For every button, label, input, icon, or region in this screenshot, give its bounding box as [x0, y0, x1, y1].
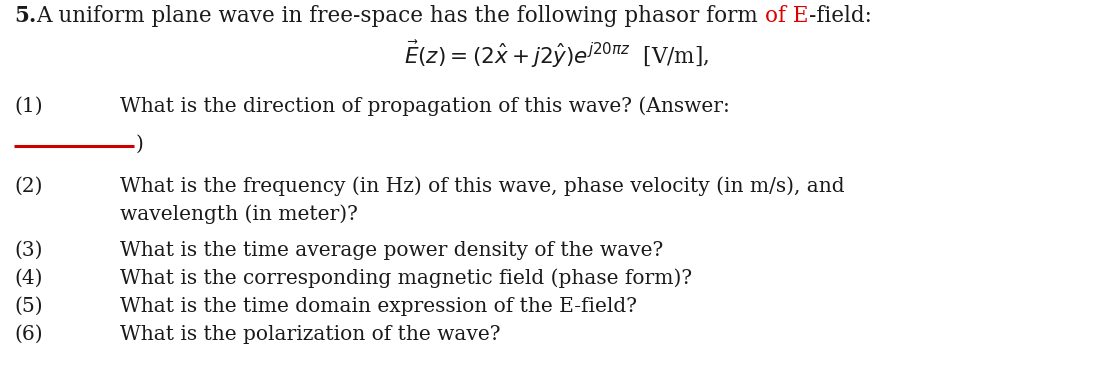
- Text: What is the direction of propagation of this wave? (Answer:: What is the direction of propagation of …: [120, 96, 730, 116]
- Text: -field:: -field:: [808, 5, 871, 27]
- Text: What is the time domain expression of the E-field?: What is the time domain expression of th…: [120, 297, 637, 316]
- Text: (1): (1): [14, 97, 42, 116]
- Text: (6): (6): [14, 325, 42, 344]
- Text: A uniform plane wave in free-space has the following phasor form: A uniform plane wave in free-space has t…: [37, 5, 765, 27]
- Text: 5.: 5.: [14, 5, 37, 27]
- Text: What is the corresponding magnetic field (phase form)?: What is the corresponding magnetic field…: [120, 268, 692, 288]
- Text: (2): (2): [14, 177, 42, 196]
- Text: What is the frequency (in Hz) of this wave, phase velocity (in m/s), and: What is the frequency (in Hz) of this wa…: [120, 176, 845, 196]
- Text: What is the polarization of the wave?: What is the polarization of the wave?: [120, 325, 501, 344]
- Text: (5): (5): [14, 297, 42, 316]
- Text: of E: of E: [765, 5, 808, 27]
- Text: $\vec{E}(z) = (2\hat{x} + j2\hat{y})e^{j20\pi z}$  [V/m],: $\vec{E}(z) = (2\hat{x} + j2\hat{y})e^{j…: [404, 39, 709, 70]
- Text: What is the time average power density of the wave?: What is the time average power density o…: [120, 241, 663, 260]
- Text: (4): (4): [14, 269, 42, 288]
- Text: (3): (3): [14, 241, 42, 260]
- Text: ): ): [136, 135, 144, 154]
- Text: wavelength (in meter)?: wavelength (in meter)?: [120, 204, 358, 224]
